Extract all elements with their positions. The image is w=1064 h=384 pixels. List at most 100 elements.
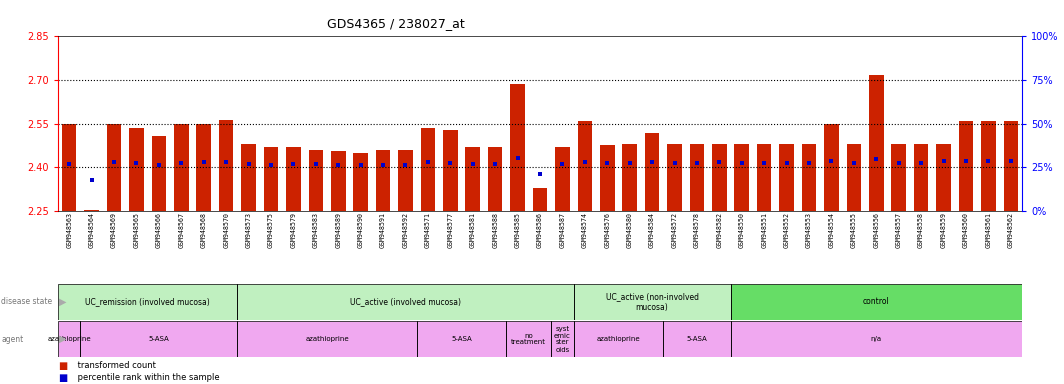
Text: GSM948551: GSM948551 — [761, 212, 767, 248]
Text: GSM948585: GSM948585 — [515, 212, 520, 248]
Text: GSM948570: GSM948570 — [223, 212, 229, 248]
Text: GSM948550: GSM948550 — [738, 212, 745, 248]
Text: GSM948556: GSM948556 — [874, 212, 879, 248]
Bar — [237, 321, 417, 357]
Text: GSM948588: GSM948588 — [493, 212, 498, 248]
Bar — [869, 75, 883, 211]
Text: GSM948569: GSM948569 — [111, 212, 117, 248]
Text: n/a: n/a — [870, 336, 882, 342]
Text: GSM948557: GSM948557 — [896, 212, 901, 248]
Bar — [331, 151, 346, 211]
Bar — [622, 144, 637, 211]
Bar — [731, 321, 1023, 357]
Bar — [174, 124, 188, 211]
Text: UC_remission (involved mucosa): UC_remission (involved mucosa) — [85, 298, 210, 306]
Text: GSM948573: GSM948573 — [246, 212, 251, 248]
Bar — [757, 144, 771, 211]
Text: ▶: ▶ — [59, 334, 66, 344]
Bar — [62, 124, 77, 211]
Bar — [573, 284, 731, 320]
Bar — [600, 145, 615, 211]
Text: GSM948572: GSM948572 — [671, 212, 678, 248]
Text: GSM948592: GSM948592 — [402, 212, 409, 248]
Bar — [59, 321, 81, 357]
Bar — [398, 150, 413, 211]
Text: azathioprine: azathioprine — [597, 336, 641, 342]
Bar — [353, 153, 368, 211]
Bar — [667, 144, 682, 211]
Text: GSM948563: GSM948563 — [66, 212, 72, 248]
Bar — [663, 321, 731, 357]
Bar — [151, 136, 166, 211]
Text: agent: agent — [1, 334, 23, 344]
Text: no
treatment: no treatment — [512, 333, 546, 346]
Bar — [511, 84, 525, 211]
Text: GSM948579: GSM948579 — [290, 212, 297, 248]
Bar — [84, 210, 99, 211]
Text: GSM948578: GSM948578 — [694, 212, 700, 248]
Text: GSM948558: GSM948558 — [918, 212, 925, 248]
Text: GSM948590: GSM948590 — [358, 212, 364, 248]
Bar — [506, 321, 551, 357]
Bar — [645, 133, 660, 211]
Text: syst
emic
ster
oids: syst emic ster oids — [554, 326, 571, 353]
Text: GSM948559: GSM948559 — [941, 212, 947, 248]
Bar — [734, 144, 749, 211]
Text: GSM948567: GSM948567 — [179, 212, 184, 248]
Text: GSM948581: GSM948581 — [469, 212, 476, 248]
Text: GSM948562: GSM948562 — [1008, 212, 1014, 248]
Bar — [197, 124, 211, 211]
Bar — [59, 284, 237, 320]
Bar — [376, 150, 390, 211]
Bar — [892, 144, 905, 211]
Text: GSM948577: GSM948577 — [447, 212, 453, 248]
Bar — [286, 147, 301, 211]
Text: GSM948561: GSM948561 — [985, 212, 992, 248]
Text: GSM948568: GSM948568 — [201, 212, 206, 248]
Bar — [417, 321, 506, 357]
Text: UC_active (involved mucosa): UC_active (involved mucosa) — [350, 298, 461, 306]
Bar — [573, 321, 663, 357]
Bar — [533, 188, 547, 211]
Text: GSM948582: GSM948582 — [716, 212, 722, 248]
Bar — [237, 284, 573, 320]
Text: GSM948580: GSM948580 — [627, 212, 633, 248]
Bar — [825, 124, 838, 211]
Bar — [847, 144, 861, 211]
Text: GSM948552: GSM948552 — [783, 212, 789, 248]
Bar — [242, 144, 255, 211]
Bar — [981, 121, 996, 211]
Text: azathioprine: azathioprine — [305, 336, 349, 342]
Text: GSM948575: GSM948575 — [268, 212, 273, 248]
Bar — [802, 144, 816, 211]
Text: ■: ■ — [59, 373, 67, 383]
Text: GSM948586: GSM948586 — [537, 212, 543, 248]
Bar — [779, 144, 794, 211]
Text: GSM948564: GSM948564 — [88, 212, 95, 248]
Bar — [264, 147, 279, 211]
Text: GSM948555: GSM948555 — [851, 212, 857, 248]
Text: GSM948591: GSM948591 — [380, 212, 386, 248]
Text: ■: ■ — [59, 361, 67, 371]
Bar — [106, 124, 121, 211]
Text: GSM948574: GSM948574 — [582, 212, 587, 248]
Text: GSM948584: GSM948584 — [649, 212, 655, 248]
Text: GSM948554: GSM948554 — [829, 212, 834, 248]
Text: UC_active (non-involved
mucosa): UC_active (non-involved mucosa) — [605, 292, 699, 312]
Bar — [488, 147, 502, 211]
Bar — [936, 144, 951, 211]
Bar — [578, 121, 593, 211]
Text: GSM948576: GSM948576 — [604, 212, 611, 248]
Bar — [443, 130, 458, 211]
Text: GSM948589: GSM948589 — [335, 212, 342, 248]
Text: GSM948587: GSM948587 — [560, 212, 565, 248]
Text: 5-ASA: 5-ASA — [451, 336, 472, 342]
Bar — [689, 144, 704, 211]
Bar — [551, 321, 573, 357]
Bar — [712, 144, 727, 211]
Text: GSM948571: GSM948571 — [425, 212, 431, 248]
Bar — [914, 144, 929, 211]
Text: GSM948566: GSM948566 — [156, 212, 162, 248]
Text: GSM948553: GSM948553 — [807, 212, 812, 248]
Bar — [555, 147, 569, 211]
